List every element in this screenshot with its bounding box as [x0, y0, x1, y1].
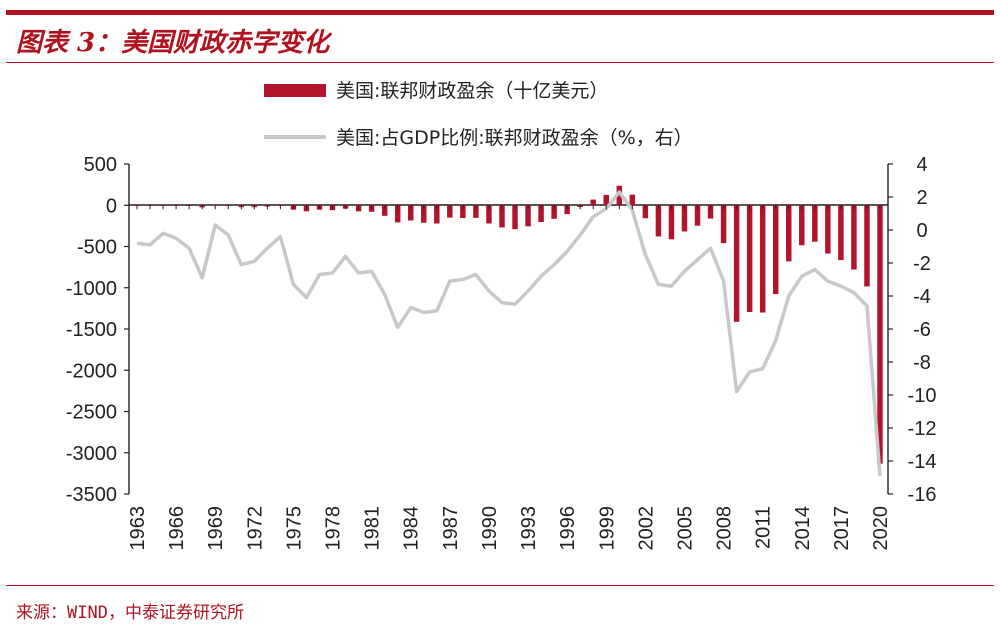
bar-2004 [668, 205, 675, 240]
x-tick-label: 1966 [166, 506, 188, 551]
right-tick-label: -2 [913, 253, 931, 275]
right-tick-label: 0 [916, 220, 927, 242]
x-tick-label: 2011 [753, 506, 775, 549]
top-rule [6, 10, 994, 15]
bar-1993 [525, 205, 531, 227]
x-tick-label: 1963 [127, 506, 149, 551]
source-note: 来源：WIND，中泰证券研究所 [16, 603, 244, 623]
bar-2005 [681, 205, 688, 232]
legend-bar-swatch [264, 84, 326, 97]
right-tick-label: -6 [913, 319, 931, 341]
bar-1992 [512, 205, 518, 230]
right-tick-label: 4 [916, 154, 927, 176]
footer-rule [6, 585, 994, 586]
right-tick-label: -10 [908, 385, 937, 407]
right-tick-label: -8 [913, 352, 931, 374]
bar-1990 [486, 205, 492, 224]
x-tick-label: 1990 [479, 506, 501, 550]
bar-1998 [590, 199, 596, 206]
left-tick-label: -1500 [66, 319, 117, 341]
bar-series [134, 185, 883, 464]
bar-2003 [655, 205, 662, 237]
bar-2011 [759, 205, 766, 313]
x-tick-label: 2020 [870, 506, 892, 551]
bar-2018 [851, 205, 857, 270]
bar-1983 [394, 205, 401, 223]
legend-line-label: 美国:占GDP比例:联邦财政盈余（%，右） [336, 127, 693, 149]
legend-bar-label: 美国:联邦财政盈余（十亿美元） [336, 80, 608, 102]
x-tick-label: 1999 [596, 506, 618, 551]
chart-legend: 美国:联邦财政盈余（十亿美元） 美国:占GDP比例:联邦财政盈余（%，右） [264, 80, 693, 149]
bar-2000 [616, 185, 623, 206]
right-tick-label: -16 [908, 484, 937, 506]
right-tick-label: -12 [908, 418, 937, 440]
figure-title: 图表 3：美国财政赤字变化 [16, 28, 330, 58]
x-tick-label: 2014 [792, 506, 814, 551]
fiscal-deficit-chart: 美国:联邦财政盈余（十亿美元） 美国:占GDP比例:联邦财政盈余（%，右） 50… [66, 80, 937, 551]
bar-2017 [838, 205, 844, 261]
bar-2002 [642, 205, 649, 219]
bar-1991 [499, 205, 505, 228]
x-tick-label: 1972 [244, 506, 266, 551]
right-tick-label: -4 [913, 286, 931, 308]
bar-1988 [460, 205, 466, 219]
right-tick-label: 2 [916, 187, 927, 209]
x-tick-label: 1987 [440, 506, 462, 551]
x-tick-label: 2005 [674, 506, 696, 551]
left-tick-label: 500 [84, 154, 117, 176]
bar-1999 [603, 194, 609, 206]
right-tick-label: -14 [908, 451, 937, 473]
bar-2009 [733, 205, 740, 322]
bar-1984 [408, 205, 414, 221]
bar-2016 [825, 205, 831, 254]
bar-2015 [812, 205, 818, 242]
bar-2013 [786, 205, 792, 262]
bar-1995 [551, 205, 557, 219]
bar-1982 [381, 205, 388, 216]
bar-1986 [434, 205, 440, 224]
bar-2010 [746, 205, 753, 312]
bar-1994 [538, 205, 544, 222]
left-tick-label: 0 [106, 195, 117, 217]
bar-1985 [421, 205, 427, 223]
x-tick-label: 1993 [518, 506, 540, 551]
x-tick-label: 1975 [283, 506, 305, 551]
bar-2007 [707, 205, 714, 219]
bar-2001 [629, 194, 636, 206]
bar-1996 [564, 205, 570, 215]
x-tick-label: 1984 [401, 506, 423, 551]
bar-1987 [447, 205, 453, 218]
left-tick-label: -2000 [66, 360, 117, 382]
left-tick-label: -1000 [66, 278, 117, 300]
bar-1989 [473, 205, 479, 218]
left-tick-label: -500 [77, 237, 117, 259]
bar-2006 [694, 205, 701, 226]
gdp-ratio-line [136, 190, 882, 476]
left-tick-label: -3500 [66, 484, 117, 506]
bar-2020 [877, 205, 883, 464]
x-tick-label: 2017 [831, 506, 853, 551]
x-tick-label: 2008 [714, 506, 736, 551]
x-tick-label: 1978 [323, 506, 345, 551]
x-tick-label: 1996 [557, 506, 579, 551]
x-axis-ticks: 1963 1966 1969 1972 1975 1978 1981 1984 1987 1990… [127, 205, 892, 551]
left-tick-label: -2500 [66, 402, 117, 424]
x-tick-label: 1981 [362, 506, 384, 551]
x-tick-label: 2002 [635, 506, 657, 551]
bar-2014 [799, 205, 805, 246]
left-tick-label: -3000 [66, 443, 117, 465]
title-underline [6, 62, 994, 63]
bar-2008 [720, 205, 727, 244]
bar-2012 [772, 205, 779, 295]
bar-2019 [864, 205, 870, 287]
x-tick-label: 1969 [205, 506, 227, 551]
left-axis-ticks: 500 0 -500 -1000 -1500 -2000 -2500 -3000 -3500 [66, 154, 129, 506]
right-axis-ticks: 4 2 0 -2 -4 -6 -8 -10 -12 -14 -16 [888, 154, 936, 506]
